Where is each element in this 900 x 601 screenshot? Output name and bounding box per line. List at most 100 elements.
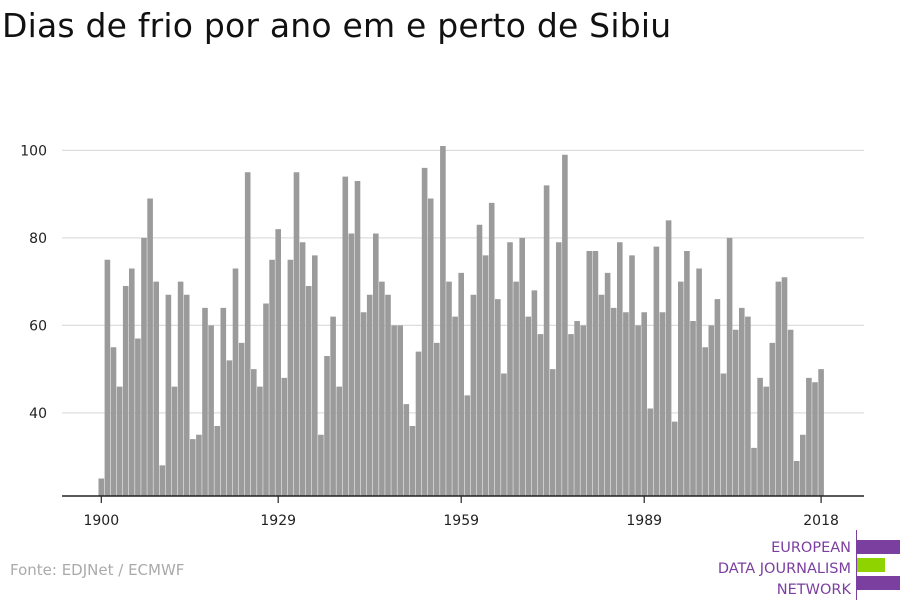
bar [714, 299, 721, 496]
bar [147, 198, 153, 496]
bar [287, 259, 294, 496]
bar [775, 281, 782, 496]
bar [153, 281, 159, 496]
bar [104, 259, 111, 496]
bar [385, 294, 391, 496]
bar [739, 307, 745, 496]
bar [226, 360, 233, 496]
bar [690, 321, 696, 496]
bar [537, 334, 544, 496]
y-tick-label: 40 [29, 406, 47, 422]
bar [391, 325, 397, 496]
bar [586, 251, 593, 496]
bar [781, 277, 788, 496]
bar [342, 176, 349, 496]
bar [580, 325, 586, 496]
bar [708, 325, 715, 496]
bar [238, 342, 245, 496]
bar [232, 268, 239, 496]
y-tick-label: 60 [29, 318, 47, 334]
y-tick-labels: 40 60 80 100 [20, 143, 47, 422]
bar [470, 294, 477, 496]
bar [684, 251, 690, 496]
bar [196, 434, 202, 496]
bar [525, 316, 532, 496]
bar [171, 386, 178, 496]
bar [336, 386, 342, 496]
bar [769, 342, 776, 496]
bar [293, 172, 300, 496]
bar [348, 233, 355, 496]
bar [275, 229, 281, 496]
bar [129, 268, 135, 496]
logo-divider [856, 530, 857, 600]
bar [110, 347, 117, 496]
bar [446, 281, 452, 496]
x-tick-label: 2018 [803, 513, 839, 529]
bar [165, 294, 172, 496]
x-tick-label: 1929 [260, 513, 296, 529]
bar [244, 172, 251, 496]
bar [177, 281, 184, 496]
bar [409, 426, 416, 496]
bar [427, 198, 434, 496]
bar [98, 478, 105, 496]
logo-bar-top [857, 540, 900, 554]
bar [116, 386, 123, 496]
bar [678, 281, 684, 496]
bar [617, 242, 623, 496]
bar [251, 369, 257, 496]
x-ticks: 1900 1929 1959 1989 2018 [83, 496, 839, 529]
bar [629, 255, 635, 496]
bar [269, 259, 275, 496]
bar [366, 294, 373, 496]
bar [604, 272, 611, 496]
logo-text: EUROPEAN DATA JOURNALISM NETWORK [718, 538, 851, 601]
bar [793, 461, 800, 496]
bar [562, 154, 568, 496]
bar [464, 395, 471, 496]
logo-line-2: DATA JOURNALISM [717, 561, 851, 577]
bar [763, 386, 769, 496]
bar [305, 286, 312, 496]
bar [818, 369, 824, 496]
bar [495, 299, 501, 496]
chart-title: Dias de frio por ano em e perto de Sibiu [2, 6, 672, 45]
bar [635, 325, 641, 496]
bar [122, 286, 129, 496]
bar [745, 316, 751, 496]
bar [488, 202, 495, 496]
bar [800, 434, 806, 496]
bars [98, 146, 824, 496]
bar [519, 237, 525, 496]
bar [330, 316, 336, 496]
bar [440, 146, 446, 496]
logo-bar-middle [857, 558, 885, 572]
bar [360, 312, 367, 496]
bar [482, 255, 489, 496]
bar [671, 421, 678, 496]
bar [598, 294, 605, 496]
bar [549, 369, 556, 496]
bar [665, 220, 672, 496]
bar [702, 347, 708, 496]
bar [263, 303, 269, 496]
y-tick-label: 100 [20, 143, 47, 159]
bar [647, 408, 654, 496]
logo-line-1: EUROPEAN [771, 540, 851, 556]
source-note: Fonte: EDJNet / ECMWF [10, 561, 185, 579]
bar [476, 224, 483, 496]
bar [202, 307, 208, 496]
bar [415, 351, 422, 496]
x-tick-label: 1900 [83, 513, 119, 529]
bar [659, 312, 666, 496]
bar [190, 439, 196, 496]
bar [324, 356, 330, 496]
x-tick-label: 1959 [443, 513, 479, 529]
bar [318, 434, 324, 496]
bar [513, 281, 519, 496]
bar [787, 329, 794, 496]
bar [696, 268, 702, 496]
bar [281, 377, 288, 496]
bar [720, 373, 727, 496]
